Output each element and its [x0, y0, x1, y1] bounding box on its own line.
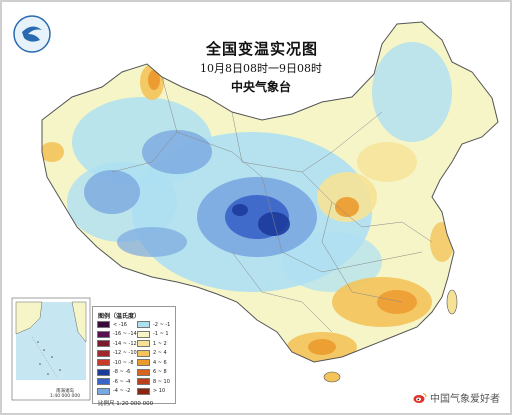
china-outline: [41, 21, 499, 363]
legend-label: 1 ~ 2: [153, 340, 167, 347]
legend-label: < -16: [113, 321, 127, 328]
legend-swatch: [137, 330, 150, 338]
map-title: 全国变温实况图: [205, 40, 318, 58]
legend-entry: -10 ~ -8: [97, 359, 134, 366]
legend-swatch: [137, 378, 150, 385]
legend-label: > 10: [153, 388, 166, 394]
legend-swatch: [137, 359, 150, 366]
legend-entry: -12 ~ -10: [97, 349, 137, 357]
legend-swatch: [97, 368, 110, 376]
weibo-icon: [413, 392, 427, 403]
watermark-text: 中国气象爱好者: [430, 394, 500, 405]
inset-label: 南海诸岛 1:40 000 000: [50, 389, 80, 399]
cma-logo-icon: [13, 15, 51, 53]
inset-sea-label: 南海诸岛: [56, 389, 75, 394]
legend-swatch: [137, 321, 150, 328]
legend-entry: -8 ~ -6: [97, 368, 131, 376]
legend-entry: 4 ~ 6: [137, 359, 167, 366]
hainan-island: [323, 371, 341, 383]
legend-entry: -16 ~ -14: [97, 330, 137, 338]
map-subtitle: 10月8日08时一9日08时: [200, 62, 322, 75]
legend-label: -14 ~ -12: [113, 340, 137, 347]
legend-swatch: [137, 340, 150, 347]
legend-swatch: [97, 359, 110, 366]
legend: 图例（温氏度） < -16 -16 ~ -14 -14 ~ -12 -12 ~ -10…: [92, 306, 176, 404]
issuing-agency: 中央气象台: [230, 80, 291, 94]
map-scale: 比例尺 1:20 000 000: [98, 401, 154, 407]
legend-label: 6 ~ 8: [153, 369, 167, 375]
legend-swatch: [97, 330, 110, 338]
legend-entry: 6 ~ 8: [137, 368, 167, 376]
legend-entry: -4 ~ -2: [97, 387, 131, 395]
legend-label: -2 ~ -1: [153, 321, 171, 328]
legend-entry: -1 ~ 1: [137, 330, 169, 338]
province-borders: [111, 76, 433, 333]
legend-label: -10 ~ -8: [113, 359, 134, 366]
legend-entry: < -16: [97, 321, 127, 328]
legend-label: -1 ~ 1: [153, 331, 169, 337]
legend-swatch: [97, 321, 110, 328]
watermark: 中国气象爱好者: [413, 390, 500, 405]
legend-title: 图例（温氏度）: [98, 313, 141, 320]
legend-swatch: [137, 368, 150, 376]
legend-label: 8 ~ 10: [153, 378, 170, 385]
legend-label: 2 ~ 4: [153, 350, 167, 356]
legend-label: 4 ~ 6: [153, 359, 167, 366]
legend-entry: -2 ~ -1: [137, 321, 170, 328]
legend-entry: 2 ~ 4: [137, 349, 167, 357]
legend-entry: -6 ~ -4: [97, 378, 130, 385]
legend-swatch: [137, 349, 150, 357]
temperature-change-shading: [42, 42, 454, 362]
legend-entry: > 10: [137, 387, 166, 395]
legend-label: -4 ~ -2: [113, 388, 131, 394]
map-inset: [11, 297, 91, 401]
legend-entry: 1 ~ 2: [137, 340, 167, 347]
legend-swatch: [97, 378, 110, 385]
legend-swatch: [97, 349, 110, 357]
legend-label: -6 ~ -4: [113, 378, 131, 385]
legend-swatch: [137, 387, 150, 395]
inset-scale-note: 1:40 000 000: [50, 394, 81, 399]
legend-swatch: [97, 387, 110, 395]
taiwan-island: [446, 289, 458, 315]
legend-label: -8 ~ -6: [113, 369, 131, 375]
legend-entry: 8 ~ 10: [137, 378, 170, 385]
legend-entry: -14 ~ -12: [97, 340, 137, 347]
legend-label: -16 ~ -14: [113, 331, 137, 337]
legend-swatch: [97, 340, 110, 347]
legend-label: -12 ~ -10: [113, 350, 137, 356]
